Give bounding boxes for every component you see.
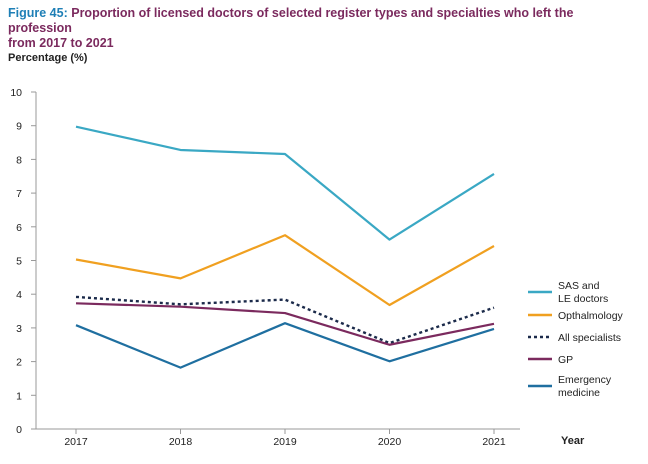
chart-series <box>75 125 495 369</box>
y-tick-label: 8 <box>16 154 22 166</box>
legend-label: All specialists <box>558 332 621 344</box>
figure-title: Figure 45: Proportion of licensed doctor… <box>8 6 638 51</box>
y-tick-label: 10 <box>10 87 22 99</box>
legend-label: Opthalmology <box>558 310 624 322</box>
figure-number: Figure 45: <box>8 6 68 20</box>
x-tick-label: 2018 <box>169 436 193 448</box>
series-line <box>75 125 495 241</box>
y-tick-label: 3 <box>16 323 22 335</box>
y-tick-label: 5 <box>16 256 22 268</box>
x-axis-label: Year <box>561 435 585 447</box>
chart-axes: 0 1 2 3 4 5 6 7 8 9 10 2017 2018 2019 2020 2021 <box>10 87 520 448</box>
legend-label: Emergency <box>558 374 612 386</box>
x-tick-label: 2017 <box>64 436 88 448</box>
series-line <box>75 322 495 369</box>
x-tick-label: 2019 <box>273 436 297 448</box>
series-line <box>75 234 495 307</box>
legend-label: medicine <box>558 387 600 399</box>
y-tick-label: 0 <box>16 424 22 436</box>
y-tick-label: 4 <box>16 289 22 301</box>
legend-label: LE doctors <box>558 293 608 305</box>
x-tick-label: 2021 <box>482 436 506 448</box>
y-tick-label: 1 <box>16 390 22 402</box>
legend-label: GP <box>558 354 573 366</box>
y-tick-label: 2 <box>16 357 22 369</box>
y-axis-label: Percentage (%) <box>8 52 88 64</box>
x-tick-label: 2020 <box>378 436 402 448</box>
y-tick-label: 6 <box>16 222 22 234</box>
figure-title-line1: Proportion of licensed doctors of select… <box>8 6 574 35</box>
y-tick-label: 9 <box>16 121 22 133</box>
series-line <box>75 302 495 346</box>
legend-label: SAS and <box>558 280 600 292</box>
y-tick-label: 7 <box>16 188 22 200</box>
figure-title-line2: from 2017 to 2021 <box>8 36 114 50</box>
